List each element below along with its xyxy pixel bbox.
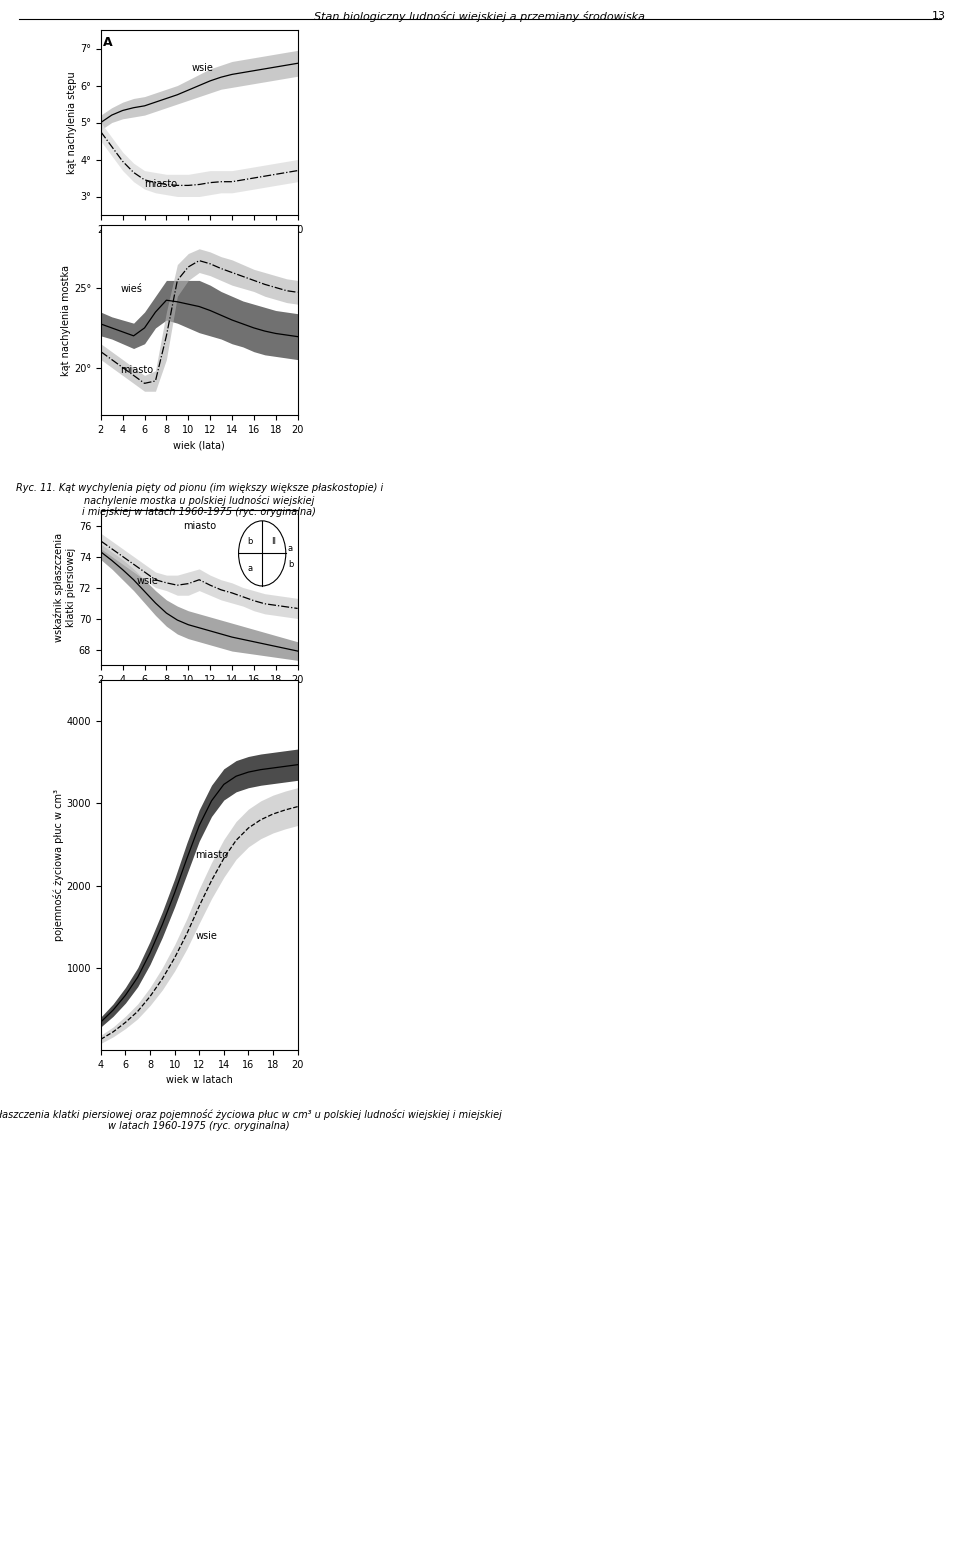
- X-axis label: wiek (lata): wiek (lata): [174, 241, 225, 250]
- Text: miasto: miasto: [121, 366, 154, 375]
- Text: Ryc. 11. Kąt wychylenia pięty od pionu (im większy większe płaskostopie) i nachy: Ryc. 11. Kąt wychylenia pięty od pionu (…: [15, 483, 383, 518]
- Text: miasto: miasto: [144, 180, 178, 189]
- Text: 13: 13: [931, 11, 946, 20]
- Text: wsie: wsie: [136, 577, 158, 586]
- Text: Ryc. 12. Wskaźnik spłaszczenia klatki piersiowej oraz pojemność życiowa płuc w c: Ryc. 12. Wskaźnik spłaszczenia klatki pi…: [0, 1109, 502, 1131]
- Text: b: b: [248, 536, 253, 546]
- Text: II: II: [272, 536, 276, 546]
- Text: wieś: wieś: [121, 283, 142, 294]
- Text: b: b: [288, 560, 293, 569]
- Y-axis label: kąt nachylenia stępu: kąt nachylenia stępu: [67, 72, 78, 174]
- Text: a: a: [288, 544, 293, 554]
- Text: wsie: wsie: [195, 931, 217, 942]
- Text: miasto: miasto: [195, 849, 228, 860]
- X-axis label: wiek (lata): wiek (lata): [174, 690, 225, 701]
- Text: Stan biologiczny ludności wiejskiej a przemiany środowiska: Stan biologiczny ludności wiejskiej a pr…: [315, 11, 645, 22]
- Y-axis label: kąt nachylenia mostka: kąt nachylenia mostka: [61, 264, 71, 375]
- Text: wsie: wsie: [191, 63, 213, 72]
- X-axis label: wiek w latach: wiek w latach: [166, 1076, 232, 1085]
- Y-axis label: pojemność życiowa płuc w cm³: pojemność życiowa płuc w cm³: [53, 788, 63, 942]
- X-axis label: wiek (lata): wiek (lata): [174, 441, 225, 450]
- Text: a: a: [248, 565, 252, 574]
- Text: miasto: miasto: [183, 521, 217, 530]
- Text: A: A: [103, 36, 112, 48]
- Y-axis label: wskaźnik spłaszczenia
klatki piersiowej: wskaźnik spłaszczenia klatki piersiowej: [54, 533, 76, 643]
